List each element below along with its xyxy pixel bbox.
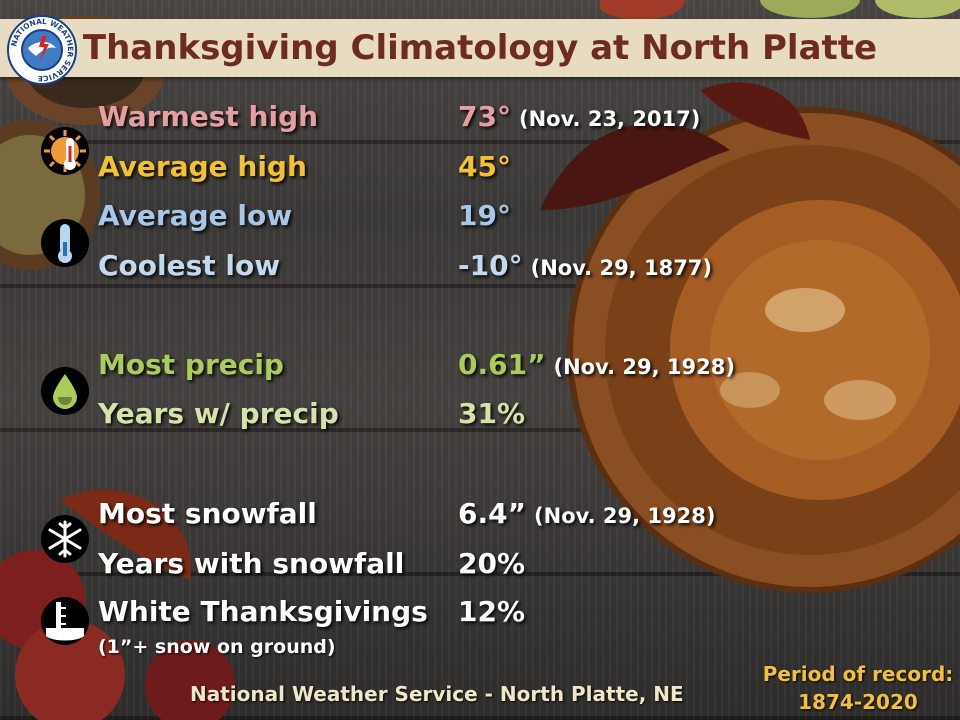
most-snowfall-value: 6.4” (458, 497, 527, 530)
page-title: Thanksgiving Climatology at North Platte (82, 28, 878, 68)
warmest-high-value: 73° (458, 100, 511, 133)
snow-depth-gauge-icon (41, 597, 89, 645)
cold-thermometer-icon (41, 219, 89, 267)
top-apples-image (600, 0, 960, 20)
warmest-high-value-group: 73° (Nov. 23, 2017) (458, 94, 700, 142)
title-banner (0, 19, 960, 77)
footer-credit: National Weather Service - North Platte,… (190, 682, 684, 706)
snowflake-icon (41, 515, 89, 563)
period-of-record-years: 1874-2020 (798, 690, 918, 714)
years-with-precip-label: Years w/ precip (98, 397, 339, 430)
coolest-low-date: (Nov. 29, 1877) (530, 256, 713, 280)
raindrop-icon (41, 367, 89, 415)
most-precip-value-group: 0.61” (Nov. 29, 1928) (458, 342, 735, 390)
years-with-snowfall-value: 20% (458, 547, 526, 580)
white-thanksgivings-label: White Thanksgivings (98, 595, 428, 628)
white-thanksgivings-value: 12% (458, 595, 526, 628)
period-of-record: Period of record: 1874-2020 (760, 660, 956, 716)
most-snowfall-date: (Nov. 29, 1928) (534, 504, 716, 528)
years-with-precip-value: 31% (458, 397, 526, 430)
apple-pie-image (567, 107, 960, 593)
coolest-low-label: Coolest low (98, 249, 281, 282)
average-low-label: Average low (98, 199, 293, 232)
average-high-label: Average high (98, 150, 307, 183)
warmest-high-label: Warmest high (98, 100, 319, 133)
white-thanksgivings-note: (1”+ snow on ground) (98, 636, 336, 658)
most-precip-value: 0.61” (458, 348, 546, 381)
apples-image (0, 489, 235, 720)
years-with-snowfall-label: Years with snowfall (98, 547, 405, 580)
average-low-value: 19° (458, 199, 511, 232)
most-precip-date: (Nov. 29, 1928) (553, 355, 735, 379)
autumn-leaves-image (540, 82, 810, 210)
average-high-value: 45° (458, 150, 511, 183)
period-of-record-label: Period of record: (762, 662, 954, 686)
warmest-high-date: (Nov. 23, 2017) (518, 107, 701, 131)
hot-thermometer-icon (41, 127, 89, 175)
most-snowfall-label: Most snowfall (98, 497, 317, 530)
most-snowfall-value-group: 6.4” (Nov. 29, 1928) (458, 491, 715, 539)
coolest-low-value: -10° (458, 249, 523, 282)
nws-logo-icon: NATIONAL WEATHER SERVICE (7, 15, 77, 85)
coolest-low-value-group: -10° (Nov. 29, 1877) (458, 243, 712, 291)
most-precip-label: Most precip (98, 348, 284, 381)
